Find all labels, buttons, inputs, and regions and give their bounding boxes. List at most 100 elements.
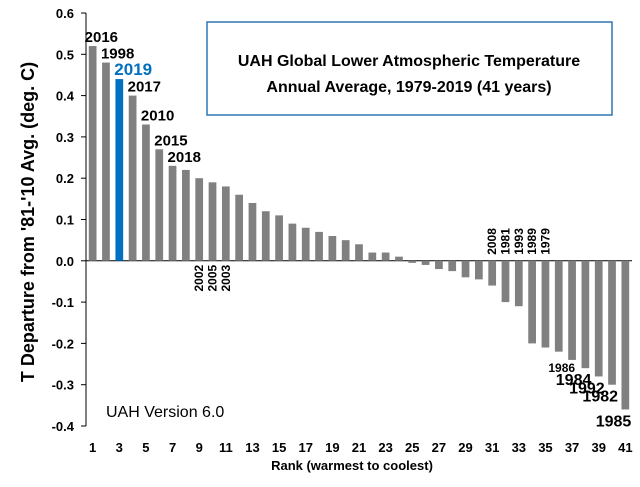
- x-tick-label: 35: [538, 440, 552, 455]
- bar-rank-41: [621, 260, 630, 410]
- bar-rank-19: [328, 236, 337, 261]
- year-label: 1985: [596, 413, 632, 430]
- bar-rank-3: [115, 79, 124, 261]
- year-label: 2018: [168, 149, 201, 166]
- bar-rank-35: [541, 260, 550, 348]
- x-tick-label: 39: [591, 440, 605, 455]
- x-tick-label: 23: [378, 440, 392, 455]
- bar-rank-29: [461, 260, 470, 278]
- y-tick-label: 0.2: [56, 171, 74, 186]
- y-axis-title: T Departure from '81-'10 Avg. (deg. C): [18, 62, 38, 382]
- x-tick-label: 11: [219, 440, 233, 455]
- bar-rank-40: [608, 260, 616, 385]
- bar-rank-2: [102, 62, 110, 261]
- bar-rank-14: [261, 211, 270, 261]
- x-tick-label: 1: [89, 440, 96, 455]
- bar-rank-30: [474, 260, 483, 280]
- year-label: 1984: [556, 372, 592, 389]
- bar-rank-20: [341, 240, 350, 261]
- bar-rank-1: [88, 46, 97, 261]
- bar-rank-18: [315, 231, 323, 261]
- title-box: [206, 21, 613, 116]
- year-label: 1989: [525, 228, 539, 255]
- bar-rank-7: [168, 165, 177, 261]
- x-tick-label: 15: [272, 440, 286, 455]
- y-tick-label: 0.1: [56, 213, 74, 228]
- year-label: 1982: [582, 389, 618, 406]
- bar-rank-22: [368, 252, 377, 261]
- x-tick-label: 5: [142, 440, 149, 455]
- bar-rank-6: [155, 149, 164, 261]
- bar-rank-21: [355, 244, 363, 261]
- bar-rank-4: [128, 95, 137, 261]
- x-tick-label: 31: [485, 440, 499, 455]
- bar-rank-13: [248, 202, 257, 261]
- bar-rank-27: [435, 260, 443, 270]
- y-tick-label: 0.4: [56, 89, 75, 104]
- bar-rank-9: [195, 178, 204, 261]
- bar-rank-33: [514, 260, 523, 307]
- bar-rank-15: [275, 215, 283, 261]
- x-tick-label: 19: [325, 440, 339, 455]
- year-label: 1986: [548, 361, 575, 375]
- x-axis-title: Rank (warmest to coolest): [271, 458, 433, 473]
- y-tick-label: -0.4: [52, 419, 75, 434]
- bar-rank-39: [594, 260, 603, 377]
- x-tick-label: 3: [116, 440, 123, 455]
- x-tick-label: 9: [196, 440, 203, 455]
- bar-rank-16: [288, 223, 297, 261]
- year-label: 2005: [206, 264, 220, 291]
- bar-rank-26: [421, 260, 430, 265]
- bar-rank-32: [501, 260, 510, 303]
- x-tick-label: 25: [405, 440, 419, 455]
- bar-rank-25: [408, 260, 417, 263]
- x-tick-label: 17: [298, 440, 312, 455]
- bar-rank-37: [568, 260, 576, 360]
- year-label: 2010: [141, 108, 174, 125]
- bar-rank-28: [448, 260, 457, 272]
- bar-rank-31: [488, 260, 497, 286]
- y-tick-label: -0.2: [52, 336, 74, 351]
- y-tick-label: 0.3: [56, 130, 74, 145]
- bar-rank-8: [182, 169, 190, 261]
- bar-rank-36: [554, 260, 563, 352]
- year-label: 1981: [498, 228, 512, 255]
- bar-rank-24: [395, 256, 403, 261]
- chart-title-line-1: UAH Global Lower Atmospheric Temperature: [238, 53, 580, 70]
- y-tick-label: -0.1: [52, 295, 74, 310]
- year-label: 1998: [101, 46, 134, 63]
- x-tick-label: 21: [352, 440, 366, 455]
- bar-rank-11: [221, 186, 230, 261]
- version-annotation: UAH Version 6.0: [106, 404, 224, 421]
- bar-rank-5: [142, 124, 150, 261]
- bar-rank-23: [381, 252, 390, 261]
- bar-rank-38: [581, 260, 590, 369]
- year-label: 2008: [485, 228, 499, 255]
- year-label: 1992: [569, 380, 605, 397]
- x-tick-label: 7: [169, 440, 176, 455]
- year-label: 2016: [85, 29, 118, 46]
- year-label: 2015: [154, 132, 187, 149]
- year-label: 2017: [128, 79, 161, 96]
- bar-rank-12: [235, 194, 244, 261]
- year-label: 1993: [512, 228, 526, 255]
- x-tick-label: 13: [245, 440, 259, 455]
- year-label: 2019: [114, 60, 152, 79]
- bar-rank-34: [528, 260, 536, 344]
- year-label: 1979: [538, 228, 552, 255]
- y-tick-label: -0.3: [52, 378, 74, 393]
- year-label: 2003: [219, 264, 233, 291]
- x-tick-label: 33: [512, 440, 526, 455]
- x-tick-label: 37: [565, 440, 579, 455]
- bar-rank-10: [208, 182, 217, 261]
- chart-title-line-2: Annual Average, 1979-2019 (41 years): [266, 79, 551, 96]
- x-tick-label: 41: [618, 440, 632, 455]
- bar-rank-17: [301, 227, 310, 261]
- y-tick-label: 0.5: [56, 47, 74, 62]
- y-tick-label: 0.0: [56, 254, 74, 269]
- year-label: 2002: [192, 264, 206, 291]
- y-tick-label: 0.6: [56, 6, 74, 21]
- x-tick-label: 29: [458, 440, 472, 455]
